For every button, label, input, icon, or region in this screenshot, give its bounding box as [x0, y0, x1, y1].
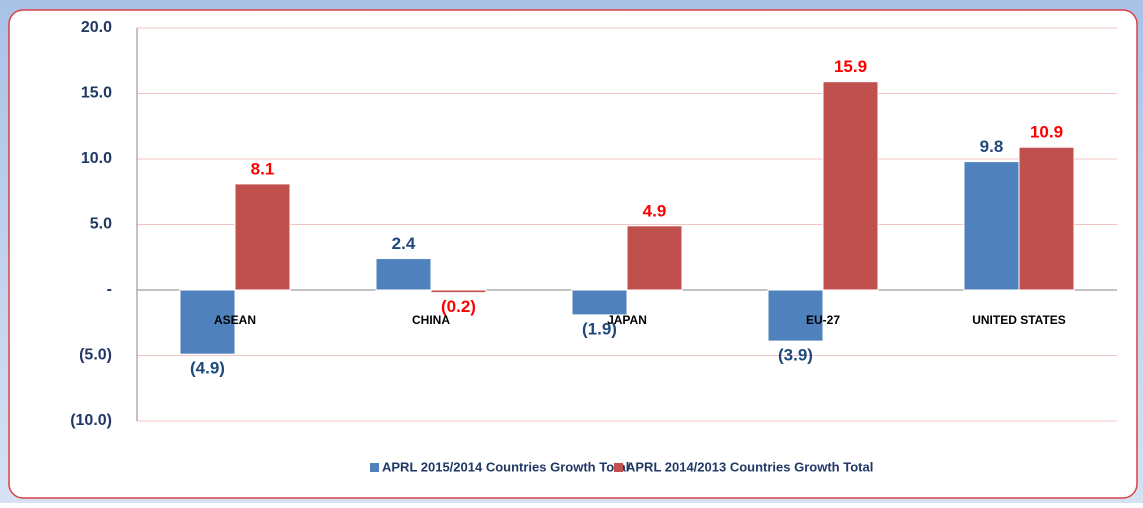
- x-tick-label: EU-27: [806, 313, 840, 327]
- legend-label: APRL 2014/2013 Countries Growth Total: [626, 459, 873, 474]
- legend-swatch: [370, 463, 379, 472]
- bar: [179, 289, 236, 355]
- value-label: 15.9: [834, 57, 867, 76]
- x-tick-label: CHINA: [412, 313, 450, 327]
- legend-swatch: [614, 463, 623, 472]
- bar: [626, 225, 683, 291]
- bar: [375, 258, 432, 291]
- bar: [571, 289, 628, 316]
- bar: [1018, 146, 1075, 291]
- bar: [963, 161, 1020, 291]
- value-label: (4.9): [190, 359, 225, 378]
- bar: [234, 183, 291, 291]
- x-tick-label: UNITED STATES: [972, 313, 1066, 327]
- value-label: 2.4: [392, 234, 416, 253]
- value-label: 8.1: [251, 159, 275, 178]
- value-label: 10.9: [1030, 123, 1063, 142]
- value-label: (3.9): [778, 346, 813, 365]
- y-tick-label: -: [107, 281, 112, 298]
- y-tick-label: (10.0): [70, 412, 112, 429]
- value-label: (0.2): [441, 297, 476, 316]
- bar: [822, 81, 879, 291]
- y-tick-label: 10.0: [81, 150, 112, 167]
- value-label: (1.9): [582, 319, 617, 338]
- y-tick-label: 20.0: [81, 19, 112, 36]
- bar: [767, 289, 824, 342]
- value-label: 4.9: [643, 201, 667, 220]
- y-tick-label: (5.0): [79, 347, 112, 364]
- y-tick-label: 15.0: [81, 85, 112, 102]
- x-tick-label: JAPAN: [607, 313, 647, 327]
- bar: [430, 289, 487, 294]
- legend-label: APRL 2015/2014 Countries Growth Total: [382, 459, 629, 474]
- x-tick-label: ASEAN: [214, 313, 256, 327]
- value-label: 9.8: [980, 137, 1004, 156]
- y-tick-label: 5.0: [90, 216, 112, 233]
